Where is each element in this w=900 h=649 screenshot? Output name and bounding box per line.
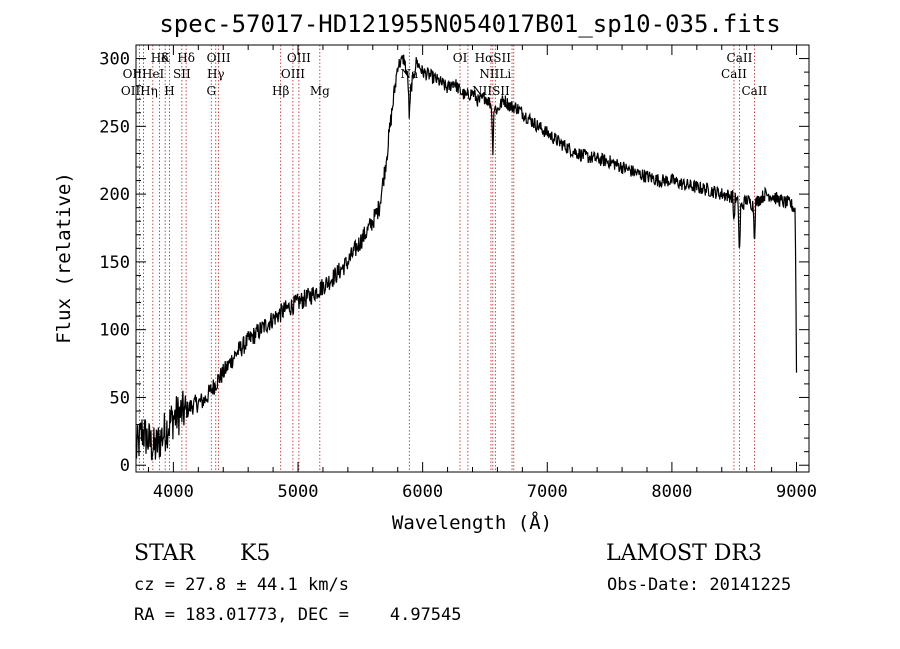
y-tick-label: 50	[110, 388, 130, 408]
x-tick-label: 5000	[278, 482, 319, 502]
object-subclass: K5	[240, 541, 270, 566]
spectral-line-label: CaII	[721, 67, 747, 81]
spectral-line-label: HαSII	[475, 51, 512, 65]
spectral-line-label: NIILi	[479, 67, 511, 81]
survey-name: LAMOST DR3	[606, 541, 762, 566]
obs-date: Obs-Date: 20141225	[607, 575, 791, 595]
y-axis: 0 50 100 150 200 250 300	[99, 50, 809, 476]
spectral-line-label: OIII	[287, 51, 311, 65]
x-tick-label: 6000	[402, 482, 443, 502]
x-tick-label: 8000	[651, 482, 692, 502]
y-tick-label: 150	[99, 253, 130, 273]
spectral-line-label: Hδ	[177, 51, 195, 65]
line-markers	[138, 45, 755, 472]
redshift-text: cz = 27.8 ± 44.1 km/s	[134, 575, 349, 595]
y-axis-label: Flux (relative)	[53, 172, 75, 344]
plot-frame	[135, 44, 810, 473]
coordinates: RA = 183.01773, DEC = 4.97545	[134, 605, 462, 625]
spectral-line-label: OIIHη	[121, 84, 158, 98]
spectral-line-label: H	[164, 84, 174, 98]
chart-title: spec-57017-HD121955N054017B01_sp10-035.f…	[159, 10, 780, 38]
object-class: STAR	[134, 541, 196, 566]
spectral-line-label: OIII	[207, 51, 231, 65]
y-tick-label: 200	[99, 185, 130, 205]
y-tick-label: 250	[99, 117, 130, 137]
y-tick-label: 0	[120, 456, 130, 476]
spectral-line-label: OI	[453, 51, 468, 65]
y-tick-label: 100	[99, 321, 130, 341]
x-axis: 4000 5000 6000 7000 8000 9000	[147, 45, 817, 502]
spectral-line-label: Hβ	[272, 84, 289, 98]
spectral-line-label: OIIHeI	[123, 67, 165, 81]
y-tick-label: 300	[99, 50, 130, 70]
x-axis-label: Wavelength (Å)	[392, 511, 552, 534]
spectral-line-label: G	[206, 84, 216, 98]
spectral-line-label: CaII	[741, 84, 767, 98]
spectral-line-label: Mg	[310, 84, 330, 98]
x-tick-label: 4000	[153, 482, 194, 502]
spectral-line-label: Hδ	[151, 51, 169, 65]
spectral-line-label: OIII	[281, 67, 305, 81]
spectral-line-label: CaII	[727, 51, 753, 65]
spectrum-line	[135, 54, 798, 461]
spectral-line-label: SII	[173, 67, 191, 81]
spectral-line-label: Hγ	[207, 67, 225, 81]
spectral-line-label: NIISII	[472, 84, 510, 98]
x-tick-label: 7000	[527, 482, 568, 502]
spectral-line-label: K	[161, 51, 171, 65]
x-tick-label: 9000	[776, 482, 817, 502]
